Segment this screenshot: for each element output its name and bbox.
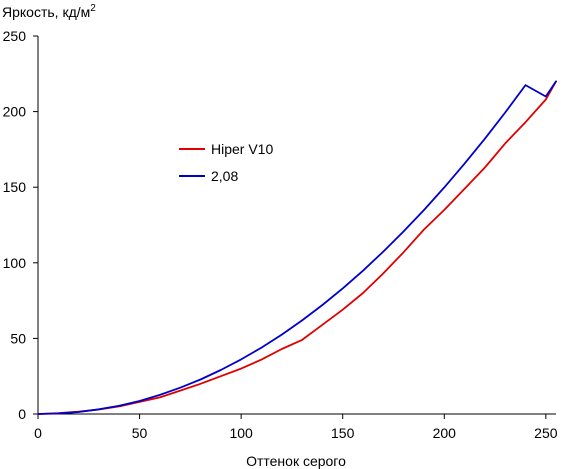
chart-legend: Hiper V10 2,08 [179, 141, 273, 184]
x-axis-title: Оттенок серого [246, 453, 346, 469]
y-axis-title-text: Яркость, кд/м [2, 4, 90, 20]
series-line-hiper-v10 [37, 80, 557, 415]
series-line-gamma-208 [37, 80, 557, 415]
y-axis-ticks: 0 50 100 150 200 250 [3, 28, 38, 422]
y-tick-label: 200 [3, 104, 27, 120]
y-tick-label: 100 [3, 255, 27, 271]
y-axis-title: Яркость, кд/м2 [2, 3, 96, 20]
x-tick-label: 0 [34, 425, 42, 441]
legend-label-gamma-208: 2,08 [211, 168, 238, 184]
x-tick-label: 150 [331, 425, 355, 441]
x-tick-label: 200 [433, 425, 457, 441]
x-axis-ticks: 0 50 100 150 200 250 [34, 414, 558, 441]
x-tick-label: 50 [132, 425, 148, 441]
y-tick-label: 50 [10, 330, 26, 346]
y-tick-label: 0 [18, 406, 26, 422]
legend-label-hiper-v10: Hiper V10 [211, 141, 273, 157]
x-tick-label: 100 [229, 425, 253, 441]
y-axis-title-superscript: 2 [90, 3, 96, 14]
x-tick-label: 250 [534, 425, 558, 441]
y-tick-label: 250 [3, 28, 27, 44]
y-tick-label: 150 [3, 179, 27, 195]
chart-axes [37, 36, 556, 415]
chart-series [37, 80, 557, 415]
